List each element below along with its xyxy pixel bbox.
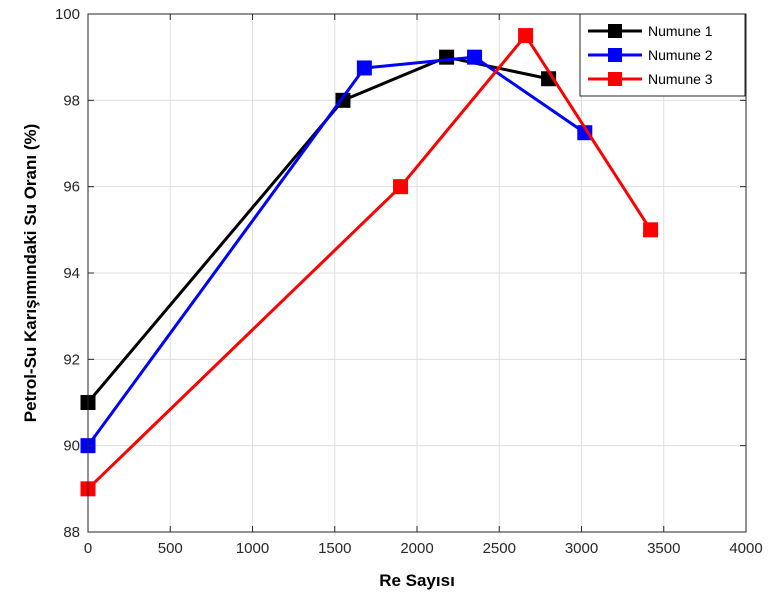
x-tick-label: 4000: [729, 540, 762, 557]
series-2: [80, 49, 593, 454]
x-tick-label: 2500: [483, 540, 516, 557]
data-point-marker: [439, 49, 455, 65]
data-point-marker: [393, 179, 409, 195]
series-line: [86, 55, 586, 447]
legend-item: Numune 1: [588, 23, 713, 39]
y-tick-label: 98: [63, 92, 80, 109]
legend-marker: [608, 48, 622, 62]
legend-label: Numune 2: [648, 47, 713, 63]
legend-marker: [608, 72, 622, 86]
y-tick-label: 92: [63, 351, 80, 368]
legend-label: Numune 1: [648, 23, 713, 39]
y-tick-label: 100: [55, 6, 80, 23]
y-tick-label: 90: [63, 438, 80, 455]
data-point-marker: [518, 28, 534, 44]
y-tick-label: 88: [63, 524, 80, 541]
x-tick-label: 3000: [565, 540, 598, 557]
legend-label: Numune 3: [648, 71, 713, 87]
x-axis-label: Re Sayısı: [379, 571, 455, 590]
x-tick-label: 2000: [400, 540, 433, 557]
legend-item: Numune 2: [588, 47, 713, 63]
legend-marker: [608, 24, 622, 38]
x-tick-label: 1000: [236, 540, 269, 557]
data-point-marker: [467, 49, 483, 65]
data-point-marker: [356, 60, 372, 76]
axis-ticks: 0 500 1000 1500 2000 2500 3000 3500 4000 88 90 92 94…: [55, 6, 763, 557]
x-tick-label: 1500: [318, 540, 351, 557]
legend: Numune 1 Numune 2 Numune 3: [579, 13, 746, 97]
x-tick-label: 3500: [647, 540, 680, 557]
y-tick-label: 96: [63, 179, 80, 196]
x-tick-label: 500: [158, 540, 183, 557]
legend-item: Numune 3: [588, 71, 713, 87]
x-tick-label: 0: [84, 540, 92, 557]
y-tick-label: 94: [63, 265, 80, 282]
data-point-marker: [643, 222, 659, 238]
y-axis-label: Petrol-Su Karışımındaki Su Oranı (%): [21, 124, 40, 423]
series-line: [86, 34, 652, 490]
series-3: [80, 28, 659, 497]
